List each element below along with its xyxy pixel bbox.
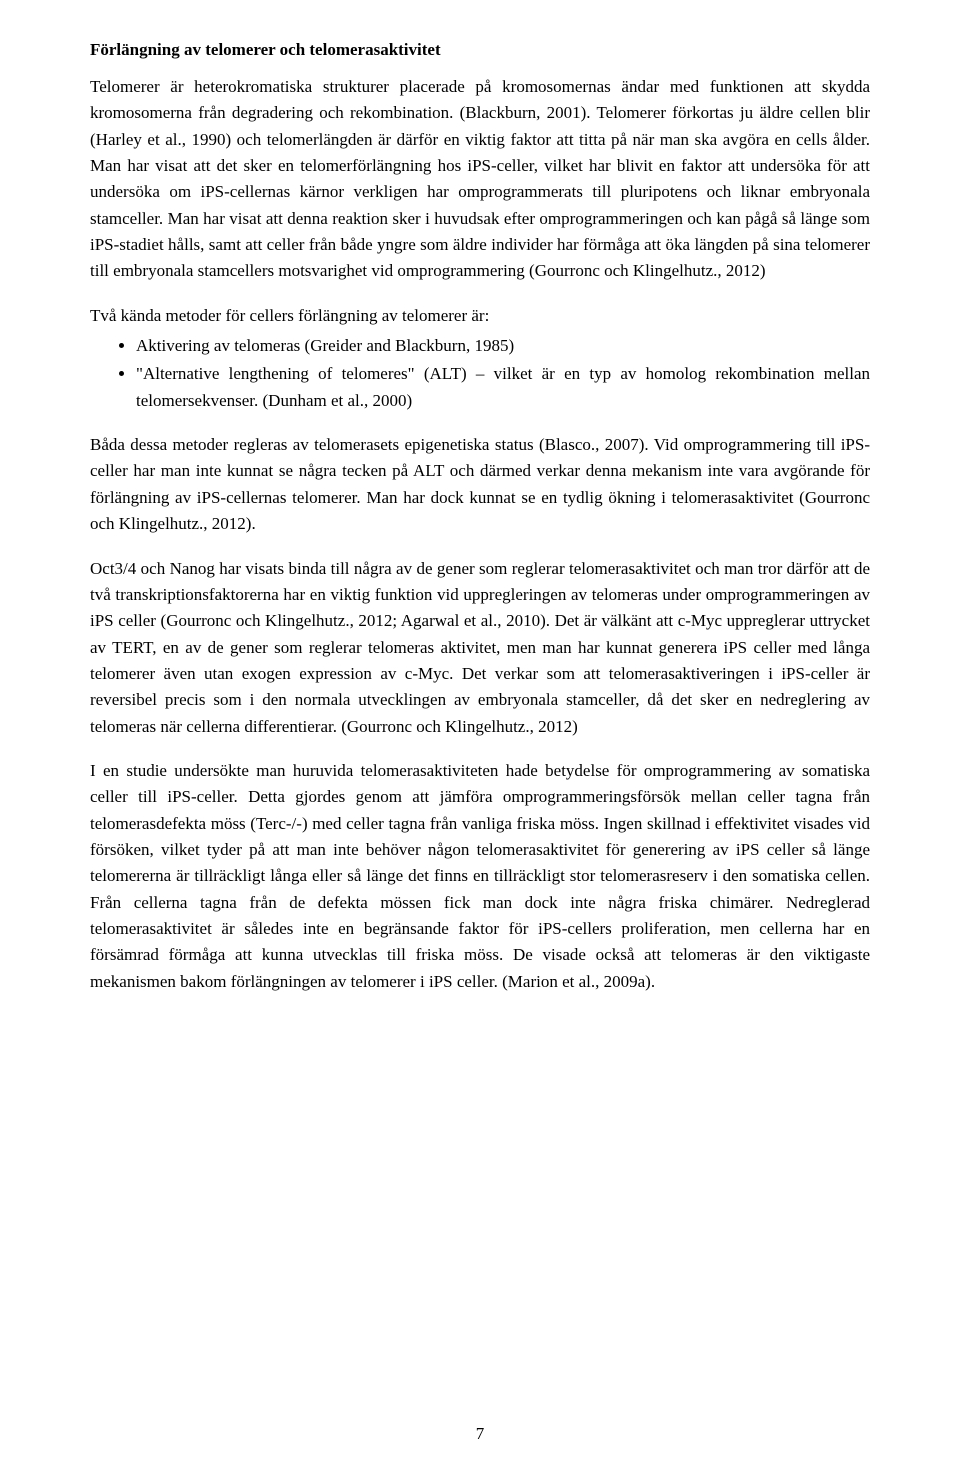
list-intro: Två kända metoder för cellers förlängnin… (90, 303, 870, 329)
paragraph-1: Telomerer är heterokromatiska strukturer… (90, 74, 870, 285)
paragraph-4: I en studie undersökte man huruvida telo… (90, 758, 870, 995)
bullet-item: Aktivering av telomeras (Greider and Bla… (136, 333, 870, 359)
paragraph-2: Båda dessa metoder regleras av telomeras… (90, 432, 870, 537)
paragraph-3: Oct3/4 och Nanog har visats binda till n… (90, 556, 870, 740)
document-page: Förlängning av telomerer och telomerasak… (0, 0, 960, 1476)
bullet-list: Aktivering av telomeras (Greider and Bla… (90, 333, 870, 414)
page-number: 7 (0, 1424, 960, 1444)
section-heading: Förlängning av telomerer och telomerasak… (90, 40, 870, 60)
bullet-item: "Alternative lengthening of telomeres" (… (136, 361, 870, 414)
